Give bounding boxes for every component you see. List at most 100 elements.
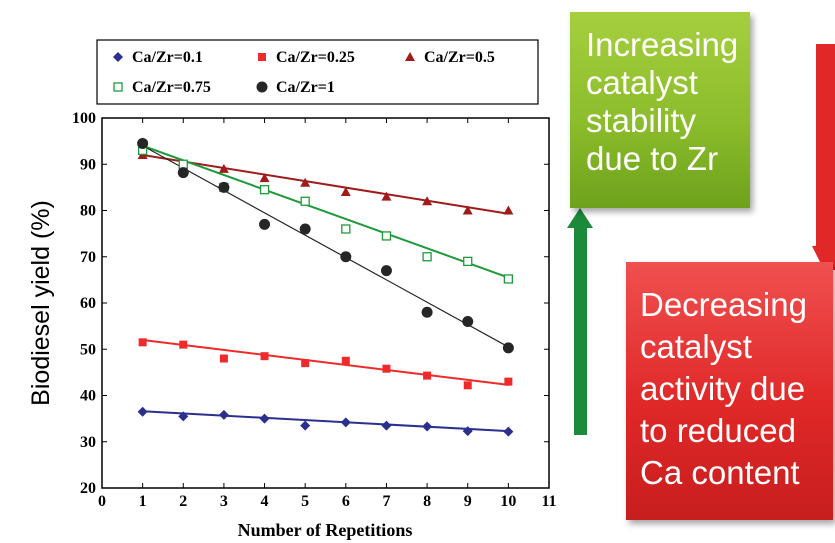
data-point bbox=[463, 256, 473, 267]
x-tick-label: 0 bbox=[98, 493, 106, 510]
legend-marker bbox=[256, 81, 268, 93]
data-point bbox=[340, 417, 351, 428]
data-point bbox=[137, 406, 148, 417]
trend-line bbox=[142, 154, 509, 215]
data-point bbox=[300, 196, 310, 206]
stability-callout-line: due to Zr bbox=[586, 140, 719, 177]
activity-callout-line: catalyst bbox=[640, 328, 752, 365]
data-point bbox=[462, 316, 474, 327]
plot-frame bbox=[101, 117, 550, 489]
data-point bbox=[300, 177, 311, 187]
x-tick-label: 2 bbox=[179, 493, 187, 510]
y-tick-label: 70 bbox=[80, 249, 96, 266]
data-point bbox=[382, 364, 391, 373]
legend-label: Ca/Zr=0.5 bbox=[424, 49, 495, 66]
data-point bbox=[259, 173, 270, 183]
stability-callout-line: stability bbox=[586, 102, 697, 139]
data-point bbox=[219, 354, 228, 363]
y-tick-label: 80 bbox=[80, 203, 96, 220]
legend-label: Ca/Zr=0.1 bbox=[132, 49, 203, 66]
data-point bbox=[341, 356, 350, 365]
trend-line bbox=[142, 410, 509, 433]
data-point bbox=[178, 411, 189, 422]
data-point bbox=[137, 137, 149, 149]
data-point bbox=[259, 413, 270, 424]
data-point bbox=[260, 352, 269, 361]
data-point bbox=[381, 191, 392, 201]
data-point bbox=[502, 342, 514, 354]
legend-box bbox=[96, 39, 539, 105]
y-axis-label: Biodiesel yield (%) bbox=[27, 200, 55, 406]
stability-callout: Increasing catalyst stability due to Zr bbox=[570, 12, 750, 208]
x-tick-label: 4 bbox=[261, 493, 269, 510]
down-arrow-icon bbox=[812, 44, 835, 270]
activity-callout-line: Decreasing bbox=[640, 286, 807, 323]
data-point bbox=[422, 252, 432, 262]
x-tick-label: 11 bbox=[541, 493, 556, 510]
data-point bbox=[503, 205, 514, 215]
trend-line bbox=[142, 145, 509, 348]
data-point bbox=[138, 338, 147, 347]
activity-callout-line: activity due bbox=[640, 370, 806, 407]
x-tick-label: 6 bbox=[342, 493, 350, 510]
x-tick-label: 5 bbox=[301, 493, 309, 510]
data-point bbox=[421, 306, 433, 318]
legend-label: Ca/Zr=0.25 bbox=[276, 49, 355, 66]
x-tick-label: 8 bbox=[423, 493, 431, 510]
x-tick-label: 10 bbox=[500, 493, 516, 510]
data-point bbox=[503, 274, 514, 284]
data-point bbox=[178, 159, 188, 169]
data-point bbox=[422, 421, 433, 432]
up-arrow-icon bbox=[567, 208, 593, 435]
trend-line bbox=[142, 339, 509, 386]
x-axis-label: Number of Repetitions bbox=[238, 520, 413, 540]
data-point bbox=[422, 196, 433, 206]
data-point bbox=[179, 340, 188, 349]
data-point bbox=[218, 163, 229, 173]
x-tick-label: 7 bbox=[382, 493, 390, 510]
y-tick-label: 90 bbox=[80, 156, 96, 173]
y-tick-label: 30 bbox=[80, 434, 96, 451]
y-tick-label: 50 bbox=[80, 341, 96, 358]
legend-label: Ca/Zr=1 bbox=[276, 79, 335, 96]
data-point bbox=[380, 265, 392, 277]
y-tick-label: 60 bbox=[80, 295, 96, 312]
x-tick-label: 9 bbox=[464, 493, 472, 510]
y-tick-label: 100 bbox=[72, 110, 96, 127]
legend-marker bbox=[113, 82, 123, 92]
data-point bbox=[259, 185, 270, 195]
data-point bbox=[423, 371, 432, 380]
data-point bbox=[463, 381, 472, 390]
activity-callout: Decreasing catalyst activity due to redu… bbox=[626, 262, 833, 520]
legend-label: Ca/Zr=0.75 bbox=[132, 79, 211, 96]
data-point bbox=[381, 231, 392, 241]
data-point bbox=[381, 420, 392, 431]
data-point bbox=[218, 181, 230, 193]
data-point bbox=[299, 223, 311, 235]
data-point bbox=[503, 426, 514, 437]
activity-callout-line: to reduced bbox=[640, 412, 796, 449]
trend-line bbox=[142, 144, 509, 279]
data-point bbox=[340, 251, 352, 263]
y-tick-label: 20 bbox=[80, 480, 96, 497]
x-tick-label: 3 bbox=[220, 493, 228, 510]
legend-marker bbox=[405, 52, 415, 61]
legend-marker bbox=[113, 52, 123, 62]
data-point bbox=[177, 167, 189, 179]
data-point bbox=[300, 420, 311, 431]
legend-marker bbox=[258, 53, 266, 61]
data-point bbox=[462, 426, 473, 437]
data-point bbox=[462, 205, 473, 215]
activity-callout-line: Ca content bbox=[640, 454, 800, 491]
data-point bbox=[218, 409, 229, 420]
data-point bbox=[259, 218, 271, 230]
stability-callout-line: Increasing bbox=[586, 26, 739, 63]
data-point bbox=[301, 359, 310, 368]
x-tick-label: 1 bbox=[139, 493, 147, 510]
y-tick-label: 40 bbox=[80, 388, 96, 405]
data-point bbox=[341, 224, 351, 234]
stability-callout-line: catalyst bbox=[586, 64, 698, 101]
data-point bbox=[504, 377, 513, 386]
data-point bbox=[340, 187, 351, 196]
